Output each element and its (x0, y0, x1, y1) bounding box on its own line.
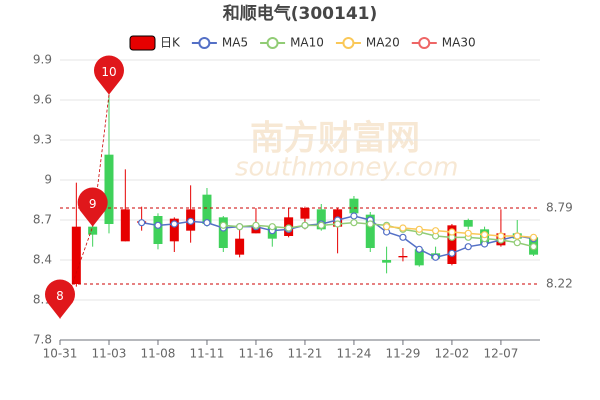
chart-title: 和顺电气(300141) (223, 3, 378, 24)
ma-point (268, 223, 276, 231)
ma-point (366, 220, 374, 228)
y-tick-label: 9.9 (33, 53, 52, 67)
ma-point (513, 232, 521, 240)
x-tick-label: 12-02 (434, 347, 469, 361)
ma-point (317, 221, 325, 229)
ma-point (301, 221, 309, 229)
legend-swatch (418, 37, 431, 49)
ma-point (464, 229, 472, 237)
ma-point (529, 243, 538, 251)
candle-body (88, 226, 98, 235)
ma-point (138, 219, 146, 227)
candle-body (414, 249, 424, 266)
ma-point (252, 221, 260, 229)
legend-label: MA20 (366, 36, 400, 50)
legend-label: MA5 (222, 36, 248, 50)
ma-point (431, 253, 440, 261)
legend-swatch (266, 37, 279, 49)
ma-point (285, 224, 293, 232)
ma-point (415, 225, 423, 233)
candle-body (316, 209, 326, 230)
candle-body (349, 198, 359, 214)
ma-point (236, 223, 244, 231)
ma-point (334, 220, 342, 228)
candle-body (447, 225, 457, 264)
candle-body (235, 238, 245, 255)
y-tick-label: 9.3 (33, 133, 52, 147)
candle-body (169, 218, 179, 242)
legend-swatch (342, 37, 355, 49)
ma-point (415, 245, 423, 253)
watermark: 南方财富网 (250, 119, 420, 159)
candle-body (202, 194, 212, 224)
candle-body (218, 217, 228, 248)
ma-point (219, 221, 227, 229)
legend-label: MA30 (442, 36, 476, 50)
ma-point (431, 227, 440, 235)
x-tick-label: 10-31 (43, 347, 78, 361)
legend-swatch (129, 35, 156, 51)
x-tick-label: 11-29 (385, 347, 420, 361)
ma-point (513, 239, 521, 247)
pin (45, 279, 75, 319)
x-tick-label: 11-16 (239, 347, 274, 361)
y-tick-label: 7.8 (33, 333, 52, 347)
candle-body (365, 214, 375, 248)
x-tick-label: 11-08 (141, 347, 176, 361)
reference-label: 8.79 (546, 201, 573, 215)
ma-point (529, 233, 538, 241)
pin (77, 187, 108, 227)
legend-swatch (198, 37, 211, 49)
ma-point (350, 212, 358, 220)
pin-label: 8 (56, 289, 64, 303)
candle-body (153, 216, 163, 244)
y-tick-label: 9.6 (33, 93, 52, 107)
legend-label: 日K (160, 36, 181, 50)
ma-point (497, 232, 505, 240)
ma-point (203, 219, 211, 227)
x-tick-label: 11-24 (337, 347, 372, 361)
ma-point (154, 221, 162, 229)
ma-point (399, 233, 407, 241)
pin-label: 9 (89, 197, 97, 211)
ma-line (386, 225, 534, 239)
y-tick-label: 8.4 (33, 253, 52, 267)
pin-label: 10 (101, 65, 116, 79)
x-tick-label: 11-11 (190, 347, 225, 361)
candle-body (104, 154, 114, 224)
watermark: southmoney.com (235, 153, 458, 183)
ma-point (399, 224, 407, 232)
y-tick-label: 8.7 (33, 213, 52, 227)
ma-point (448, 228, 456, 236)
candle-body (71, 226, 81, 284)
candle-body (398, 256, 408, 258)
legend-label: MA10 (290, 36, 324, 50)
candle-body (463, 220, 473, 227)
pin (93, 55, 124, 95)
ma-point (383, 223, 391, 231)
y-tick-label: 9 (44, 173, 52, 187)
x-tick-label: 11-03 (92, 347, 127, 361)
candle-body (120, 209, 130, 242)
reference-label: 8.22 (546, 277, 573, 291)
ma-point (350, 219, 358, 227)
ma-point (448, 249, 456, 257)
candle-body (382, 260, 392, 263)
ma-point (187, 217, 195, 225)
ma-point (464, 243, 472, 251)
candle-body (300, 208, 310, 219)
x-tick-label: 12-07 (483, 347, 518, 361)
ma-point (170, 220, 178, 228)
ma-point (480, 231, 489, 239)
x-tick-label: 11-21 (288, 347, 323, 361)
